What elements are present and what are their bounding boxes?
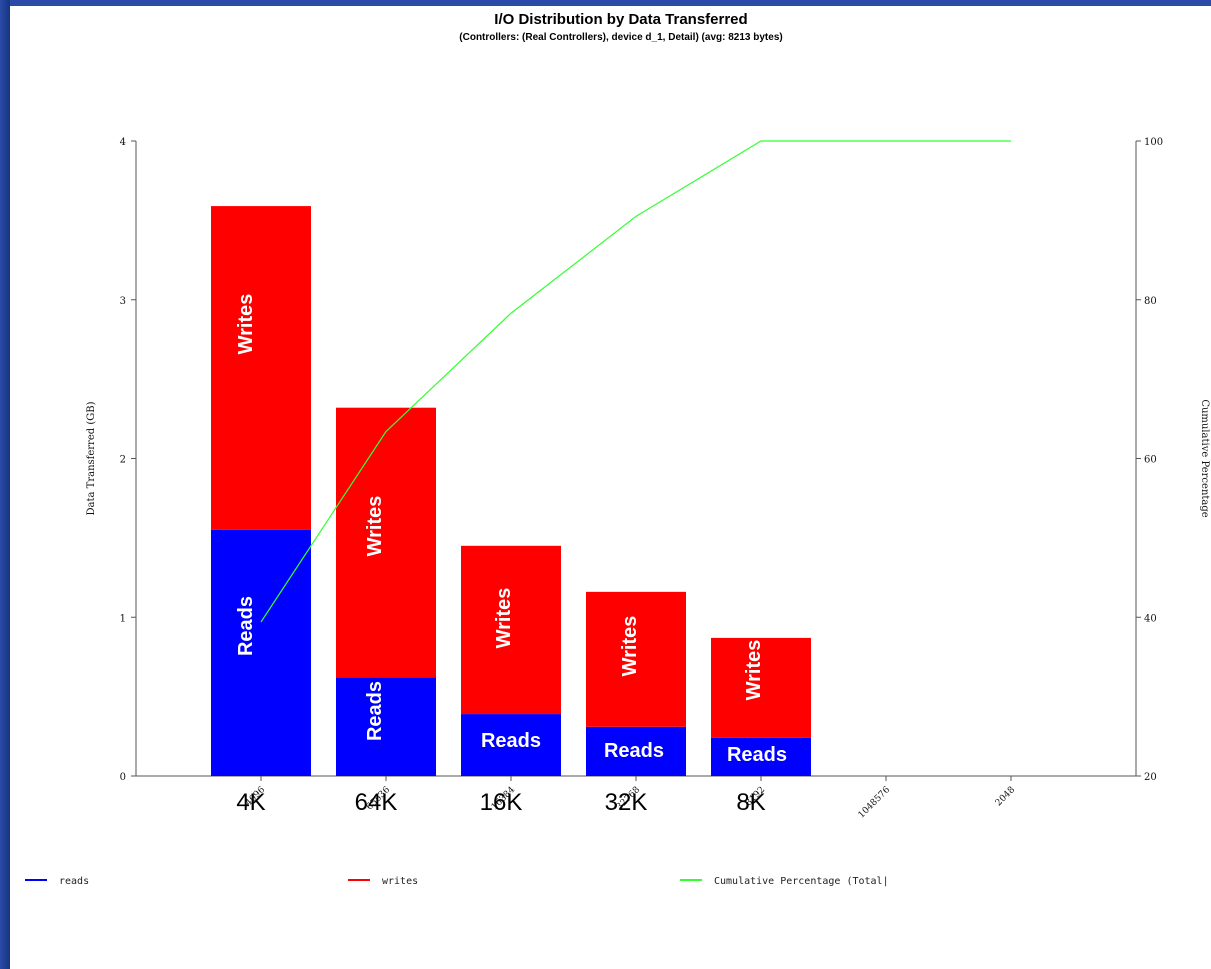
- bar-writes: [461, 545, 561, 715]
- chart-subtitle: (Controllers: (Real Controllers), device…: [459, 32, 782, 43]
- bar-writes: [711, 637, 811, 738]
- legend-label: writes: [382, 876, 418, 887]
- cumulative-line: [260, 140, 1011, 623]
- chart-title: I/O Distribution by Data Transferred: [494, 11, 747, 28]
- reads-bar-label: Reads: [235, 596, 257, 656]
- size-label: 16K: [480, 789, 523, 816]
- y2-tick-label: 80: [1144, 296, 1157, 307]
- y2-tick-label: 100: [1144, 137, 1163, 148]
- writes-bar-label: Writes: [364, 496, 386, 557]
- y-tick-label: 4: [120, 137, 126, 148]
- y-tick-label: 2: [120, 455, 126, 466]
- legend-label: reads: [59, 876, 89, 887]
- writes-bar-label: Writes: [493, 588, 515, 649]
- x-tick-label: 1048576: [857, 785, 893, 821]
- y2-tick-label: 20: [1144, 772, 1157, 783]
- y-tick-label: 1: [120, 613, 126, 624]
- bar-reads: [336, 677, 436, 776]
- y2-tick-label: 60: [1144, 455, 1157, 466]
- y2-axis-title: Cumulative Percentage: [1199, 399, 1210, 517]
- bar-writes: [211, 206, 311, 530]
- bar-reads: [461, 714, 561, 776]
- bar-reads: [586, 726, 686, 776]
- size-label: 64K: [355, 789, 398, 816]
- x-tick-label: 2048: [994, 785, 1017, 808]
- bar-writes: [336, 407, 436, 678]
- bar-reads: [211, 529, 311, 776]
- plot-area: 0 1 2 3 4 20 40 60 80 100 Data Transferred (GB) Cum…: [25, 137, 1210, 887]
- size-label: 8K: [736, 789, 765, 816]
- size-label: 32K: [605, 789, 648, 816]
- reads-bar-label: Reads: [604, 740, 664, 762]
- legend-label: Cumulative Percentage (Total|: [714, 876, 889, 887]
- y-tick-label: 0: [120, 772, 126, 783]
- y-axis-title: Data Transferred (GB): [86, 401, 97, 515]
- size-label: 4K: [236, 789, 265, 816]
- chart-canvas: I/O Distribution by Data Transferred (Co…: [25, 11, 1210, 887]
- reads-bar-label: Reads: [364, 681, 386, 741]
- writes-bar-label: Writes: [235, 294, 257, 355]
- reads-bar-label: Reads: [481, 730, 541, 752]
- y2-tick-label: 40: [1144, 613, 1157, 624]
- reads-bar-label: Reads: [727, 744, 787, 766]
- writes-bar-label: Writes: [743, 640, 765, 701]
- bar-writes: [586, 591, 686, 727]
- y-tick-label: 3: [120, 296, 126, 307]
- writes-bar-label: Writes: [619, 616, 641, 677]
- bar-reads: [711, 737, 811, 776]
- chart-panel: I/O Distribution by Data Transferred (Co…: [10, 6, 1211, 969]
